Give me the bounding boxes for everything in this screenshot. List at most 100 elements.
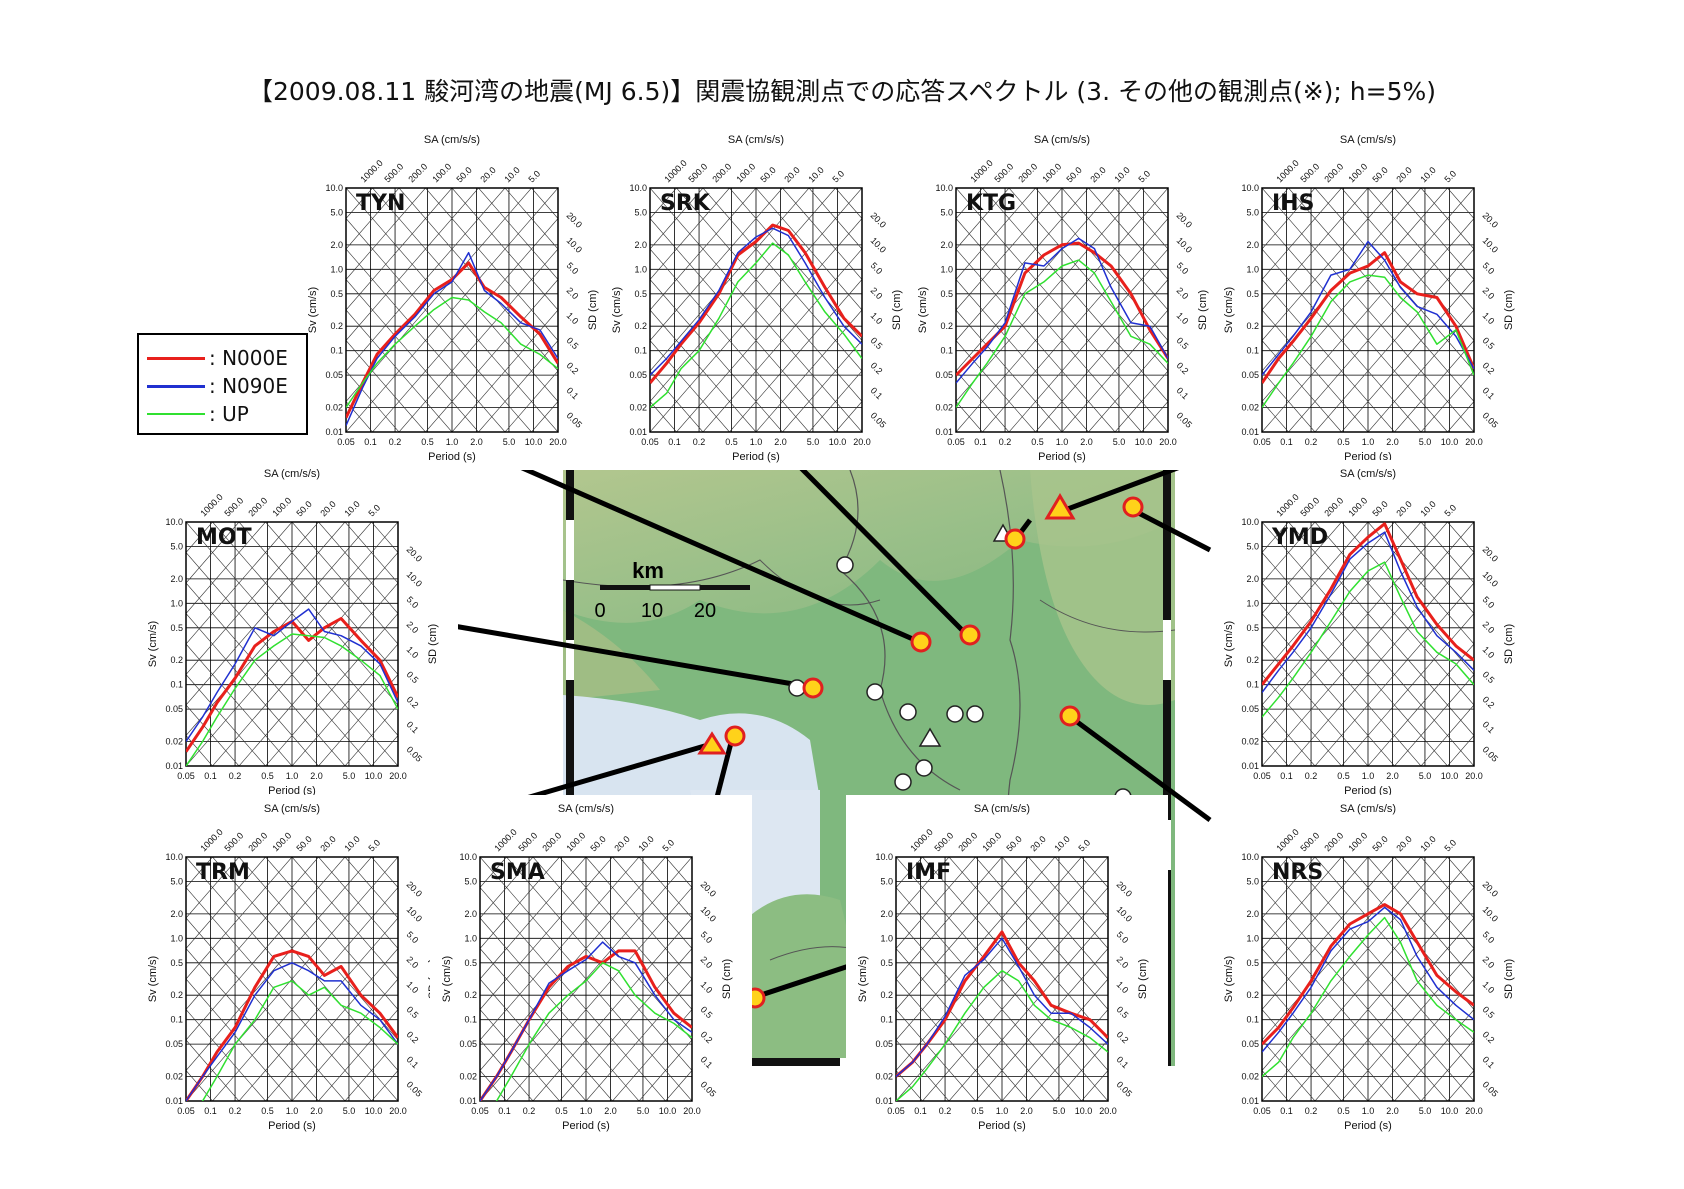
diagonal-line bbox=[650, 218, 836, 432]
diagonal-line bbox=[1054, 1039, 1108, 1101]
diagonal-line bbox=[186, 1039, 240, 1101]
diagonal-line bbox=[1262, 643, 1369, 766]
page-title: 【2009.08.11 駿河湾の地震(MJ 6.5)】関震協観測点での応答スペク… bbox=[247, 77, 1437, 106]
x-tick-label: 1.0 bbox=[1362, 437, 1375, 447]
diagonal-line bbox=[480, 948, 613, 1101]
diagonal-line bbox=[559, 857, 692, 1010]
y-tick-label: 0.02 bbox=[629, 403, 647, 413]
y-tick-label: 10.0 bbox=[325, 183, 343, 193]
diagonal-grid bbox=[186, 857, 398, 1101]
diagonal-line bbox=[1394, 674, 1474, 766]
diagonal-line bbox=[585, 857, 692, 980]
station-marker-srk bbox=[959, 624, 981, 646]
diagonal-line bbox=[896, 857, 1003, 980]
station-marker-white bbox=[894, 773, 912, 791]
plot-frame bbox=[895, 856, 1109, 1102]
y-tick-label: 0.1 bbox=[1246, 346, 1259, 356]
diagonal-line bbox=[186, 857, 398, 1101]
x-tick-label: 0.1 bbox=[1280, 771, 1293, 781]
y-tick-label: 5.0 bbox=[940, 207, 953, 217]
y-tick-label: 0.02 bbox=[459, 1072, 477, 1082]
x-tick-label: 0.5 bbox=[1337, 771, 1350, 781]
x-tick-label: 2.0 bbox=[1080, 437, 1093, 447]
diagonal-line bbox=[1262, 978, 1369, 1101]
y-tick-label: 1.0 bbox=[1246, 598, 1259, 608]
x-tick-label: 20.0 bbox=[1465, 771, 1483, 781]
y-tick-label: 10.0 bbox=[165, 517, 183, 527]
y-tick-label: 2.0 bbox=[1246, 240, 1259, 250]
y-tick-label: 0.01 bbox=[1241, 427, 1259, 437]
scale-unit: km bbox=[632, 558, 664, 583]
station-marker-tyn bbox=[910, 631, 932, 653]
series-line-n090e bbox=[956, 237, 1168, 384]
y-tick-label: 0.05 bbox=[1241, 1039, 1259, 1049]
diagonal-line bbox=[1367, 857, 1474, 980]
y-tick-label: 0.5 bbox=[170, 623, 183, 633]
series-line-n000e bbox=[956, 241, 1168, 377]
y-tick-label: 2.0 bbox=[170, 574, 183, 584]
y-tick-label: 10.0 bbox=[165, 852, 183, 862]
y-tick-label: 0.02 bbox=[165, 1072, 183, 1082]
y-tick-label: 0.02 bbox=[875, 1072, 893, 1082]
x-tick-label: 0.1 bbox=[364, 437, 377, 447]
chart-panel bbox=[1212, 795, 1534, 1139]
x-tick-label: 0.2 bbox=[1305, 1106, 1318, 1116]
x-tick-label: 1.0 bbox=[286, 1106, 299, 1116]
connector-lines bbox=[435, 464, 1212, 1000]
x-tick-label: 0.2 bbox=[939, 1106, 952, 1116]
x-tick-label: 2.0 bbox=[470, 437, 483, 447]
legend-item-up: : UP bbox=[147, 401, 302, 427]
sa-axis-label: SA (cm/s/s) bbox=[264, 803, 320, 815]
x-tick-label: 2.0 bbox=[1386, 771, 1399, 781]
diagonal-line bbox=[1054, 857, 1108, 919]
legend-swatch bbox=[147, 385, 205, 388]
y-tick-label: 0.01 bbox=[875, 1096, 893, 1106]
diagonal-line bbox=[1262, 188, 1369, 311]
y-tick-label: 0.5 bbox=[634, 289, 647, 299]
diagonal-line bbox=[186, 522, 293, 645]
spectrum-chart-sma: SMA 0.05 0.1 0.2 0.5 1.0 2.0 5.0 10.0 20.0 Period … bbox=[430, 795, 752, 1139]
x-tick-label: 0.5 bbox=[1337, 437, 1350, 447]
diagonal-line bbox=[1114, 370, 1168, 432]
y-tick-label: 5.0 bbox=[880, 876, 893, 886]
diagonal-line bbox=[1262, 279, 1395, 432]
y-tick-label: 0.1 bbox=[170, 1015, 183, 1025]
series-line-up bbox=[956, 259, 1168, 408]
y-tick-label: 5.0 bbox=[170, 541, 183, 551]
x-tick-label: 5.0 bbox=[1419, 437, 1432, 447]
x-tick-label: 2.0 bbox=[1386, 1106, 1399, 1116]
sa-axis-label: SA (cm/s/s) bbox=[558, 803, 614, 815]
connector-line bbox=[712, 734, 736, 806]
y-tick-label: 0.01 bbox=[1241, 761, 1259, 771]
x-tick-label: 0.05 bbox=[1253, 1106, 1271, 1116]
spectrum-chart-mot: MOT 0.05 0.1 0.2 0.5 1.0 2.0 5.0 10.0 20.0 Period … bbox=[136, 460, 458, 804]
diagonal-line bbox=[585, 978, 692, 1101]
spectrum-chart-ktg: KTG 0.05 0.1 0.2 0.5 1.0 2.0 5.0 10.0 20.0 Period … bbox=[906, 126, 1228, 470]
station-marker-white bbox=[866, 683, 884, 701]
diagonal-line bbox=[504, 370, 558, 432]
diagonal-line bbox=[346, 248, 506, 432]
y-tick-label: 0.2 bbox=[880, 990, 893, 1000]
x-axis-label: Period (s) bbox=[268, 785, 316, 797]
y-axis-label: Sv (cm/s) bbox=[857, 956, 869, 1002]
plot-frame bbox=[185, 521, 399, 767]
diagonal-line bbox=[676, 188, 862, 402]
diagonal-line bbox=[1088, 188, 1168, 280]
sa-axis-label: SA (cm/s/s) bbox=[1340, 803, 1396, 815]
diagonal-grid bbox=[346, 188, 558, 432]
sd-axis-label: SD (cm) bbox=[1503, 624, 1515, 664]
diagonal-line bbox=[956, 340, 1036, 432]
y-tick-label: 0.2 bbox=[330, 321, 343, 331]
map-frame-bar bbox=[566, 520, 574, 580]
diagonal-line bbox=[1114, 188, 1168, 250]
x-tick-label: 0.5 bbox=[1031, 437, 1044, 447]
diagonal-line bbox=[982, 188, 1168, 402]
plot-frame bbox=[955, 187, 1169, 433]
x-tick-label: 0.2 bbox=[229, 1106, 242, 1116]
diagonal-line bbox=[1314, 522, 1474, 706]
diagonal-line bbox=[755, 188, 862, 311]
diagonal-line bbox=[1262, 613, 1395, 766]
diagonal-line bbox=[650, 188, 704, 250]
diagonal-line bbox=[212, 857, 398, 1071]
spectrum-chart-srk: SRK 0.05 0.1 0.2 0.5 1.0 2.0 5.0 10.0 20.0 Period … bbox=[600, 126, 922, 470]
